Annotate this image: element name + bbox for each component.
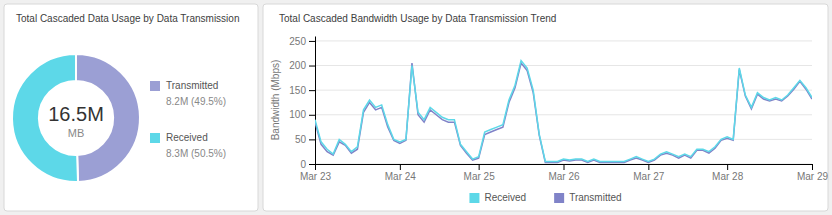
x-tick: Mar 24 [385,164,417,182]
plot-area [315,61,812,163]
x-tick: Mar 25 [464,164,496,182]
x-tick-label: Mar 28 [712,171,744,182]
x-tick-mark [564,164,565,170]
dashboard: Total Cascaded Data Usage by Data Transm… [0,0,832,215]
grid-line [315,114,812,115]
background [0,0,832,215]
legend-label: Received [484,192,526,203]
y-tick-label: 250 [289,36,306,47]
y-tick-label: 0 [300,159,306,170]
legend-swatch [150,133,160,143]
grid-line [315,139,812,140]
x-tick-label: Mar 27 [633,171,665,182]
legend: Transmitted 8.2M (49.5%) Received 8.3M (50.… [150,80,226,159]
x-tick: Mar 26 [548,164,580,182]
y-tick: 50 [295,134,315,145]
y-axis: 0 50 100 150 200 250 [289,36,315,170]
y-tick-mark [309,66,315,67]
center-annotation: MB [68,127,85,139]
chart-title: Total Cascaded Data Usage by Data Transm… [16,13,239,24]
panel-0 [4,4,258,211]
x-tick-mark [400,164,401,170]
y-tick-label: 150 [289,85,306,96]
x-tick-label: Mar 26 [548,171,580,182]
legend-value: 8.2M (49.5%) [166,96,226,107]
y-tick: 250 [289,36,315,47]
x-tick: Mar 27 [633,164,665,182]
y-tick: 200 [289,60,315,71]
series-line [315,63,812,162]
center-annotation: 16.5M [48,103,104,125]
series-line [315,61,812,162]
y-tick-mark [309,139,315,140]
y-tick-mark [309,41,315,42]
legend-swatch [554,193,564,203]
y-tick-label: 200 [289,60,306,71]
grid [315,41,812,164]
y-tick-label: 100 [289,109,306,120]
y-tick: 100 [289,109,315,120]
x-tick-mark [479,164,480,170]
y-tick-mark [309,115,315,116]
y-axis-title: Bandwidth (Mbps) [270,60,281,141]
x-tick-mark [727,164,728,170]
legend: Received Transmitted [469,192,621,203]
y-tick-label: 50 [295,134,307,145]
x-tick-mark [812,164,813,170]
panel-1 [263,4,828,211]
x-tick: Mar 23 [300,164,332,182]
x-axis: Mar 23 Mar 24 Mar 25 Mar 26 Mar 27 Mar 28 Mar … [300,164,829,182]
legend-label: Received [166,132,208,143]
x-tick: Mar 29 [797,164,829,182]
y-tick: 0 [300,159,315,170]
line-chart: Total Cascaded Bandwidth Usage by Data T… [270,13,828,203]
x-tick-label: Mar 23 [300,171,332,182]
legend-label: Transmitted [569,192,621,203]
legend-swatch [469,193,479,203]
legend-swatch [150,81,160,91]
x-tick-mark [648,164,649,170]
y-tick-mark [309,90,315,91]
y-axis-line [315,37,316,165]
donut-slices [12,54,140,182]
y-tick-mark [309,164,315,165]
chart-title: Total Cascaded Bandwidth Usage by Data T… [279,13,556,24]
grid-line [315,65,812,66]
x-tick-label: Mar 24 [385,171,417,182]
legend-value: 8.3M (50.5%) [166,148,226,159]
x-tick: Mar 28 [712,164,744,182]
x-tick-label: Mar 25 [464,171,496,182]
x-tick-label: Mar 29 [797,171,829,182]
x-tick-mark [315,164,316,170]
legend-label: Transmitted [166,80,218,91]
grid-line [315,40,812,41]
donut-chart: Total Cascaded Data Usage by Data Transm… [12,13,239,182]
y-tick: 150 [289,85,315,96]
